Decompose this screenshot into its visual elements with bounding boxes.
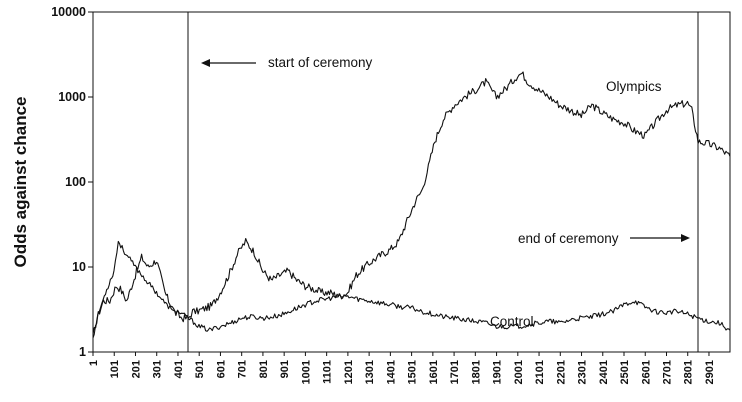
x-tick-label: 1801 (470, 360, 482, 384)
right-arrowhead-icon (681, 234, 690, 242)
x-tick-label: 301 (152, 360, 164, 378)
annotation-start-of-ceremony: start of ceremony (201, 55, 373, 70)
x-tick-label: 2701 (661, 360, 673, 384)
series-label-olympics: Olympics (606, 79, 662, 94)
x-tick-label: 501 (194, 360, 206, 378)
plot-frame (92, 11, 731, 353)
x-tick-label: 1701 (449, 360, 461, 384)
y-tick-label: 10000 (51, 5, 86, 19)
series-line-control (92, 240, 731, 339)
x-tick-label: 2601 (640, 360, 652, 384)
x-tick-label: 2901 (704, 360, 716, 384)
x-tick-label: 801 (258, 360, 270, 378)
x-tick-label: 1101 (322, 360, 334, 384)
x-axis: 1 101 201 301 401 501 601 701 801 901 1001 1101 1201… (88, 352, 716, 384)
x-tick-label: 2501 (619, 360, 631, 384)
y-tick-label: 10 (72, 260, 86, 274)
x-tick-label: 2101 (534, 360, 546, 384)
x-tick-label: 2201 (555, 360, 567, 384)
y-tick-label: 1000 (58, 90, 86, 104)
x-tick-label: 1301 (364, 360, 376, 384)
x-tick-label: 1601 (428, 360, 440, 384)
left-arrowhead-icon (201, 59, 210, 67)
x-tick-label: 1201 (343, 360, 355, 384)
x-tick-label: 2801 (683, 360, 695, 384)
x-tick-label: 101 (109, 360, 121, 378)
series-line-olympics (92, 71, 731, 335)
x-tick-label: 1901 (492, 360, 504, 384)
x-tick-label: 201 (130, 360, 142, 378)
x-tick-label: 2401 (598, 360, 610, 384)
annotation-end-of-ceremony: end of ceremony (518, 231, 690, 246)
x-tick-label: 901 (279, 360, 291, 378)
x-tick-label: 1001 (300, 360, 312, 384)
x-tick-label: 1401 (385, 360, 397, 384)
y-axis: 1 10 100 1000 10000 (51, 5, 93, 359)
y-tick-label: 100 (65, 175, 86, 189)
annotation-end-label: end of ceremony (518, 231, 619, 246)
x-tick-label: 1501 (407, 360, 419, 384)
x-tick-label: 2001 (513, 360, 525, 384)
y-axis-label: Odds against chance (11, 97, 30, 268)
annotation-start-label: start of ceremony (268, 55, 373, 70)
x-tick-label: 701 (237, 360, 249, 378)
x-tick-label: 1 (88, 360, 100, 366)
y-tick-label: 1 (79, 345, 86, 359)
x-tick-label: 601 (215, 360, 227, 378)
x-tick-label: 2301 (577, 360, 589, 384)
series-label-control: Control (490, 314, 534, 329)
x-tick-label: 401 (173, 360, 185, 378)
